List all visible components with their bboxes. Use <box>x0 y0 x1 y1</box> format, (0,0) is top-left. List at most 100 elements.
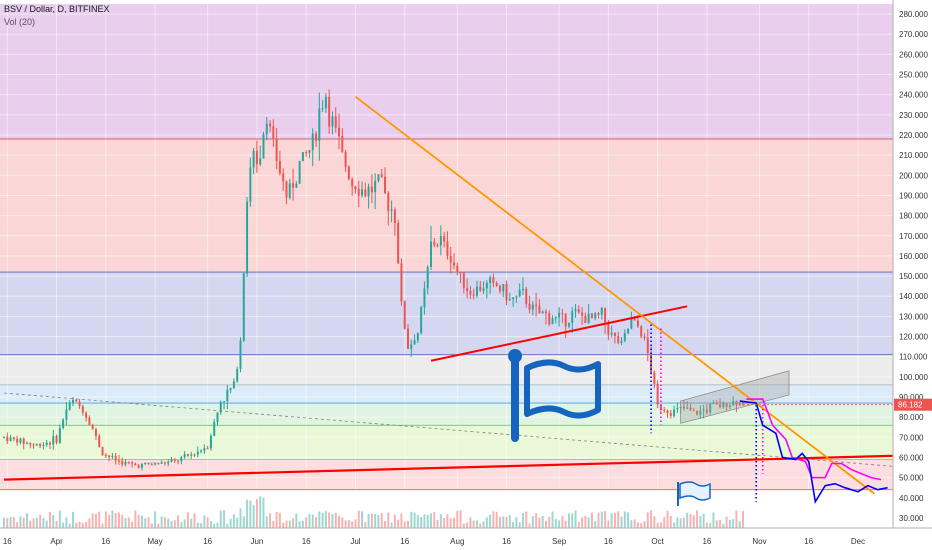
candle-body <box>35 444 38 446</box>
time-tick-label: 16 <box>604 537 613 546</box>
volume-bar <box>676 517 679 528</box>
candle <box>219 400 222 415</box>
volume-bar <box>62 522 65 528</box>
time-axis[interactable]: 16 Apr 16 May 16 Jun 16 Jul 16 Aug 16 Sep 16 Oct 16 Nov… <box>0 527 932 550</box>
volume-bar <box>633 519 636 528</box>
candle-body <box>538 305 541 314</box>
candle-body <box>594 313 597 319</box>
volume-bar <box>173 520 176 528</box>
candle-body <box>177 460 180 462</box>
candle-body <box>567 322 570 327</box>
candle-body <box>400 263 403 302</box>
price-tick-label: 220.000 <box>899 131 928 140</box>
volume-bars <box>3 496 745 528</box>
candle <box>265 117 268 141</box>
volume-bar <box>3 517 5 528</box>
volume-bar <box>407 520 409 528</box>
candle-body <box>374 180 377 193</box>
candle-body <box>610 333 613 335</box>
volume-bar <box>39 514 42 528</box>
candle <box>492 273 495 288</box>
candle <box>246 197 249 277</box>
volume-bar <box>492 511 495 528</box>
volume-bar <box>144 518 147 528</box>
volume-bar <box>315 516 318 528</box>
candle-body <box>295 183 298 188</box>
candle-body <box>42 445 45 447</box>
flag-knob <box>508 349 522 363</box>
candle <box>275 127 278 170</box>
candle-body <box>636 320 639 327</box>
price-axis[interactable]: 280.000 270.000 260.000 250.000 240.000 230.0… <box>892 0 932 550</box>
volume-indicator-label: Vol (20) <box>4 17 36 27</box>
candle <box>331 111 334 135</box>
volume-bar <box>505 516 508 528</box>
volume-bar <box>357 510 360 528</box>
candle-body <box>292 183 295 188</box>
candle-body <box>456 265 459 273</box>
time-tick-label: Nov <box>752 537 766 546</box>
candle <box>52 429 55 450</box>
candle <box>712 400 715 405</box>
candle <box>292 168 295 201</box>
candle-body <box>607 322 610 335</box>
volume-bar <box>430 513 432 528</box>
volume-bar <box>475 520 478 528</box>
candle <box>196 446 199 458</box>
candle <box>436 243 439 248</box>
candle-body <box>705 409 708 413</box>
candle-body <box>669 413 672 416</box>
volume-bar <box>423 514 426 528</box>
candle <box>29 442 32 449</box>
candle-body <box>630 317 633 329</box>
candle <box>656 380 659 409</box>
volume-bar <box>321 512 324 528</box>
volume-bar <box>561 515 564 528</box>
candle <box>114 453 117 465</box>
volume-bar <box>16 522 19 528</box>
candle-body <box>482 288 485 291</box>
candle-body <box>196 451 199 455</box>
candle <box>732 396 735 406</box>
volume-bar <box>94 513 97 528</box>
candle-body <box>78 401 81 407</box>
volume-bar <box>535 513 538 528</box>
volume-bar <box>732 519 735 528</box>
time-tick-label: 16 <box>101 537 110 546</box>
volume-bar <box>512 522 515 528</box>
volume-bar <box>558 520 561 528</box>
candle <box>357 180 360 208</box>
candle <box>334 107 337 133</box>
candle <box>482 281 485 294</box>
volume-bar <box>489 514 492 528</box>
volume-bar <box>22 517 25 528</box>
candle-body <box>715 403 718 405</box>
candle-body <box>735 400 738 406</box>
candle <box>512 297 515 307</box>
candle-body <box>597 313 600 315</box>
candle-body <box>111 455 114 458</box>
candle-body <box>390 209 393 211</box>
current-price-label: 86.182 <box>898 401 923 410</box>
volume-bar <box>121 514 124 528</box>
time-tick-label: 16 <box>502 537 511 546</box>
candle-body <box>699 410 702 415</box>
candle <box>154 462 157 466</box>
candle <box>65 401 68 425</box>
candle-body <box>347 166 350 179</box>
candle-body <box>528 303 531 310</box>
volume-bar <box>6 518 9 528</box>
candle-body <box>305 152 308 154</box>
time-tick-label: 16 <box>3 537 12 546</box>
candle <box>55 434 58 445</box>
drawing-annotations <box>3 95 908 505</box>
candle-body <box>58 428 61 443</box>
candle <box>702 404 705 419</box>
candle <box>58 424 61 444</box>
volume-bar <box>567 513 570 528</box>
volume-bar <box>236 517 239 528</box>
candle-body <box>150 463 153 465</box>
candle <box>361 181 364 198</box>
candle <box>528 295 531 314</box>
